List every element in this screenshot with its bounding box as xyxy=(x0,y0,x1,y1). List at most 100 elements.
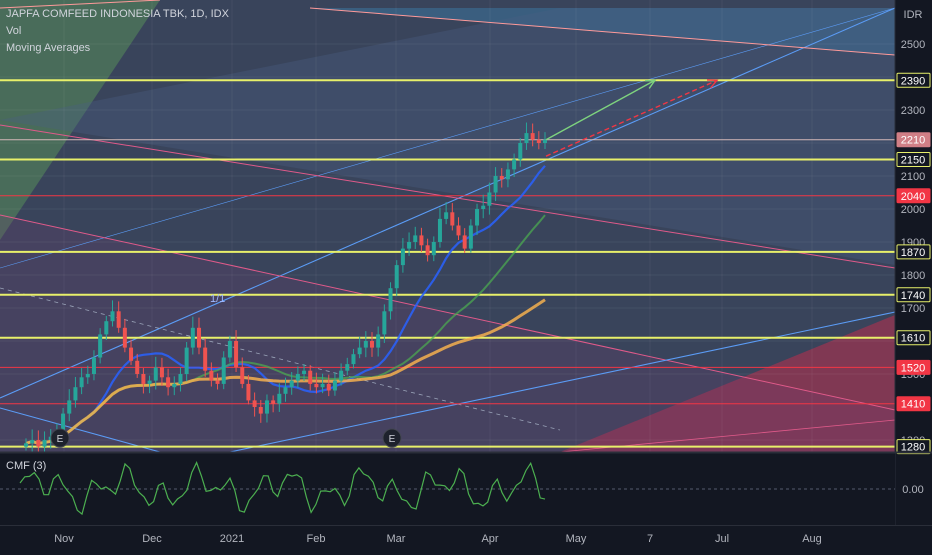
candle-body xyxy=(363,341,368,348)
candle-body xyxy=(42,440,47,447)
cmf-title[interactable]: CMF (3) xyxy=(6,460,47,472)
price-level-tag-label: 1520 xyxy=(901,362,925,374)
candle-body xyxy=(184,347,189,374)
projection-arrow-green-head xyxy=(644,79,657,89)
candle-body xyxy=(302,370,307,374)
price-tick-label: 2100 xyxy=(901,171,925,183)
candle-body xyxy=(332,380,337,391)
candle-body xyxy=(370,341,374,348)
candle-body xyxy=(487,192,492,206)
candle-body xyxy=(400,248,405,266)
time-label: 7 xyxy=(647,533,653,545)
top-right-zone xyxy=(210,8,895,55)
candle-body xyxy=(135,360,140,374)
study-moving-averages[interactable]: Moving Averages xyxy=(6,42,91,54)
candle-body xyxy=(147,380,152,384)
price-level-tag xyxy=(896,152,931,167)
candle-body xyxy=(221,357,226,384)
earnings-marker[interactable]: E xyxy=(382,428,402,448)
top-left-green-zone xyxy=(0,0,160,240)
candle-body xyxy=(413,235,418,242)
currency-label: IDR xyxy=(904,9,923,21)
earnings-marker-label: E xyxy=(389,434,396,445)
time-axis-background[interactable] xyxy=(0,525,932,550)
candle-body xyxy=(419,235,424,246)
candle-body xyxy=(172,383,177,388)
price-tick-label: 2300 xyxy=(901,105,925,117)
candlestick-series xyxy=(24,122,547,456)
time-label: Mar xyxy=(387,533,406,545)
cmf-line xyxy=(19,461,546,516)
candle-body xyxy=(320,383,325,388)
candle-body xyxy=(166,377,171,388)
candle-body xyxy=(524,133,529,143)
price-tick-label: 2000 xyxy=(901,204,925,216)
candle-body xyxy=(512,159,517,170)
trend-line xyxy=(0,7,896,269)
earnings-marker-circle[interactable] xyxy=(382,428,402,448)
candle-body xyxy=(345,364,350,371)
price-tick-label: 1800 xyxy=(901,270,925,282)
price-level-tag xyxy=(896,132,931,148)
symbol-title[interactable]: JAPFA COMFEED INDONESIA TBK, 1D, IDX xyxy=(6,8,229,20)
candle-body xyxy=(73,387,78,401)
chart-annotations: 1/1 E E xyxy=(50,293,402,448)
upper-channel-band xyxy=(0,8,895,265)
candle-body xyxy=(85,374,90,378)
price-level-tag xyxy=(896,188,931,204)
horizontal-levels[interactable] xyxy=(0,79,895,448)
price-level-tag xyxy=(896,330,931,346)
candle-body xyxy=(462,235,467,249)
trend-line xyxy=(0,0,161,9)
trend-line xyxy=(0,7,896,399)
price-level-tag-label: 2040 xyxy=(901,191,925,203)
candle-body xyxy=(271,400,276,404)
candle-body xyxy=(456,225,461,236)
candle-body xyxy=(67,400,72,414)
price-level-tag xyxy=(896,439,931,455)
candle-body xyxy=(283,387,288,394)
price-level-tag-label: 1740 xyxy=(901,290,925,302)
time-label: Aug xyxy=(802,533,822,545)
candle-body xyxy=(98,334,103,358)
candle-body xyxy=(543,139,547,143)
candle-body xyxy=(505,169,510,180)
earnings-marker-circle[interactable] xyxy=(50,428,70,448)
price-level-tag-label: 2210 xyxy=(901,135,925,147)
candle-body xyxy=(104,321,109,335)
chart-legend: JAPFA COMFEED INDONESIA TBK, 1D, IDX Vol… xyxy=(6,6,229,57)
candle-body xyxy=(197,327,201,348)
trend-lines xyxy=(0,0,896,453)
projection-arrow-green xyxy=(545,79,656,141)
candle-body xyxy=(357,347,362,355)
candle-body xyxy=(141,374,146,384)
price-level-tag-label: 2390 xyxy=(901,75,925,87)
candle-body xyxy=(246,383,251,401)
study-vol[interactable]: Vol xyxy=(6,25,22,37)
candle-body xyxy=(289,380,294,388)
candle-body xyxy=(116,311,121,328)
price-level-tag xyxy=(896,359,931,375)
candle-body xyxy=(481,205,486,209)
time-label: May xyxy=(566,533,587,545)
candle-body xyxy=(326,383,331,391)
price-level-tag xyxy=(896,72,931,88)
price-level-tag-label: 1870 xyxy=(901,247,925,259)
drawing-zones xyxy=(0,0,895,452)
price-axis-background[interactable] xyxy=(895,0,932,452)
candle-body xyxy=(30,440,35,444)
lower-band-zone xyxy=(0,215,895,452)
candle-body xyxy=(129,347,134,361)
price-level-tag-label: 1410 xyxy=(901,399,925,411)
candle-body xyxy=(407,242,412,249)
candle-body xyxy=(388,288,393,312)
candle-body xyxy=(110,311,115,322)
time-label: 2021 xyxy=(220,533,244,545)
earnings-marker[interactable]: E xyxy=(50,428,70,448)
candle-body xyxy=(24,443,28,447)
candle-body xyxy=(382,311,387,335)
candle-body xyxy=(91,357,96,374)
projection-arrows[interactable] xyxy=(545,79,719,157)
